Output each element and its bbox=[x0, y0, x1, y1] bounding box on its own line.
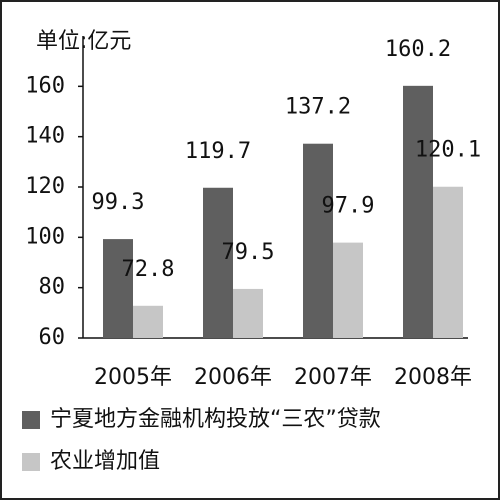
y-tick-label: 140 bbox=[25, 124, 65, 149]
legend-label: 农业增加值 bbox=[50, 449, 160, 474]
y-tick-label: 60 bbox=[39, 325, 66, 350]
value-label: 160.2 bbox=[385, 37, 451, 62]
bar bbox=[233, 288, 263, 338]
value-label: 119.7 bbox=[185, 139, 251, 164]
bar bbox=[203, 187, 233, 338]
value-label: 97.9 bbox=[322, 194, 375, 219]
x-tick-label: 2006年 bbox=[194, 365, 272, 390]
legend-label: 宁夏地方金融机构投放“三农”贷款 bbox=[50, 407, 381, 432]
bar bbox=[333, 242, 363, 338]
bar bbox=[433, 186, 463, 338]
y-tick-label: 80 bbox=[39, 275, 66, 300]
value-label: 79.5 bbox=[222, 240, 275, 265]
x-tick-label: 2008年 bbox=[394, 365, 472, 390]
bar bbox=[403, 85, 433, 338]
value-label: 120.1 bbox=[415, 138, 481, 163]
bar bbox=[303, 143, 333, 338]
x-tick-label: 2007年 bbox=[294, 365, 372, 390]
legend-swatch bbox=[22, 411, 40, 429]
legend-swatch bbox=[22, 453, 40, 471]
value-label: 137.2 bbox=[285, 95, 351, 120]
bar bbox=[133, 305, 163, 338]
bar bbox=[103, 239, 133, 338]
value-label: 72.8 bbox=[122, 257, 175, 282]
value-label: 99.3 bbox=[92, 190, 145, 215]
x-tick-label: 2005年 bbox=[94, 365, 172, 390]
y-tick-label: 160 bbox=[25, 73, 65, 98]
y-tick-label: 120 bbox=[25, 174, 65, 199]
y-tick-label: 100 bbox=[25, 224, 65, 249]
